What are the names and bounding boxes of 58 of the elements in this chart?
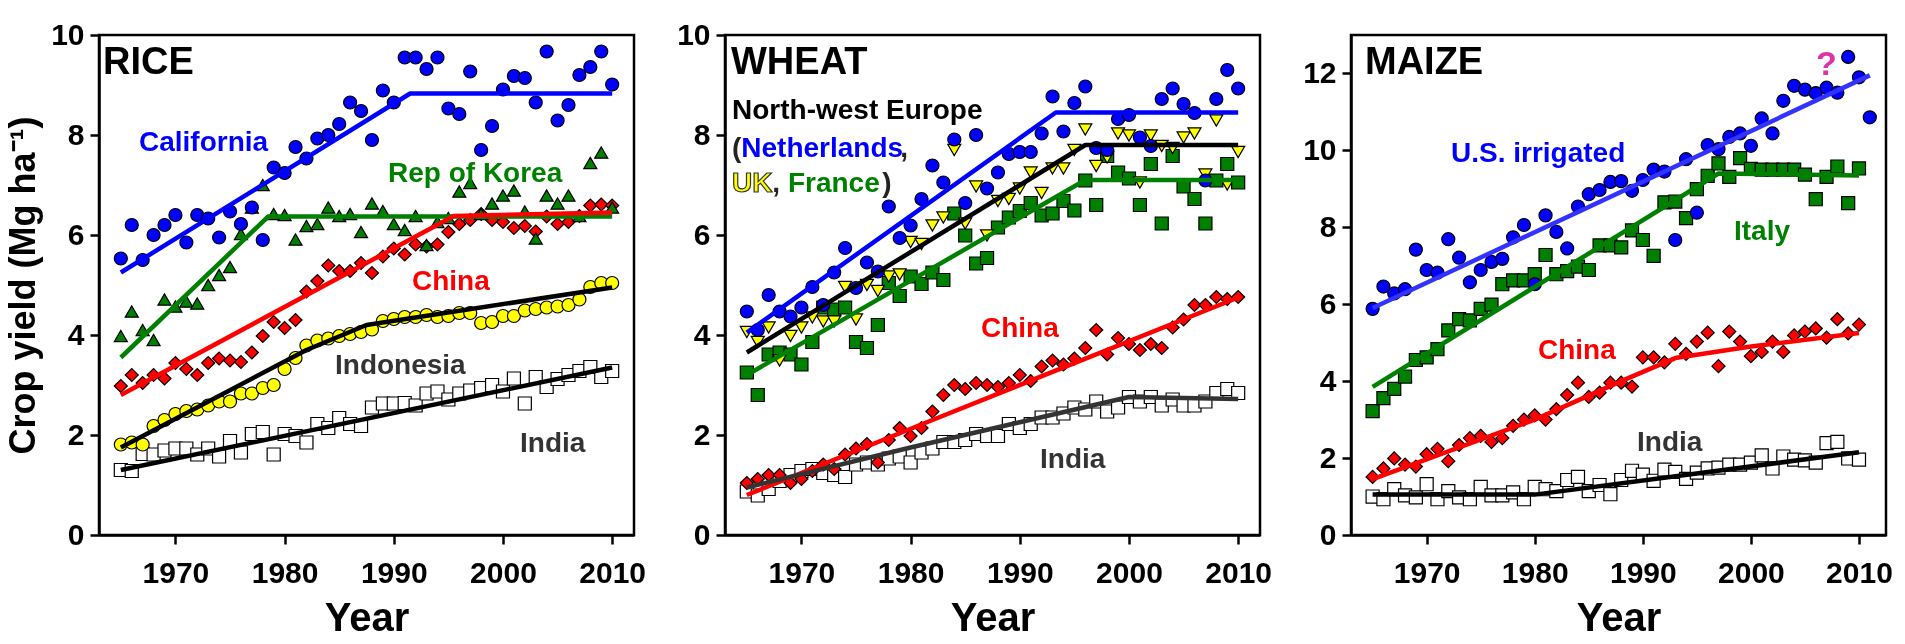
x-tick-label: 2000 <box>1096 555 1163 589</box>
y-tick-label: 4 <box>1319 363 1337 397</box>
y-tick-label: 2 <box>67 417 85 451</box>
x-tick-label: 1970 <box>768 555 836 589</box>
x-tick-label: 1970 <box>1393 555 1461 589</box>
series-label: India <box>520 427 586 458</box>
text: France <box>787 167 880 198</box>
chart-title: RICE <box>103 40 194 82</box>
annotation: ) <box>882 167 892 198</box>
chart-title: MAIZE <box>1365 40 1484 82</box>
x-tick-label: 2010 <box>1205 555 1273 589</box>
series-label: California <box>139 126 269 157</box>
x-tick-label: 1980 <box>251 555 319 589</box>
y-tick-label: 6 <box>1319 286 1337 320</box>
x-tick-label: 1980 <box>877 555 945 589</box>
x-tick-label: 2010 <box>579 555 647 589</box>
y-tick-label: 12 <box>1303 55 1337 89</box>
annotation: North-west Europe <box>732 94 983 125</box>
y-tick-label: 10 <box>51 17 85 51</box>
x-tick-label: 1990 <box>360 555 428 589</box>
series-label: India <box>1040 443 1106 474</box>
series-label: China <box>1538 334 1617 365</box>
y-tick-label: 4 <box>693 317 711 351</box>
y-tick-label: 10 <box>677 17 711 51</box>
x-tick-label: 1970 <box>142 555 210 589</box>
x-tick-label: 2010 <box>1826 555 1893 589</box>
series-label: India <box>1637 426 1703 457</box>
y-tick-label: 6 <box>67 217 85 251</box>
series-label: China <box>981 312 1060 343</box>
y-tick-label: 0 <box>693 517 711 551</box>
series-label: U.S. irrigated <box>1451 137 1626 168</box>
x-tick-label: 1980 <box>1501 555 1569 589</box>
annotation: ? <box>1816 44 1837 82</box>
series-label: Indonesia <box>335 349 467 380</box>
series-label: China <box>412 265 491 296</box>
x-tick-label: 2000 <box>470 555 537 589</box>
y-tick-label: 2 <box>1319 440 1337 474</box>
x-axis-title: Year <box>324 594 410 639</box>
annotation: , <box>772 167 781 198</box>
y-tick-label: 8 <box>693 117 711 151</box>
x-axis-title: Year <box>1576 594 1662 639</box>
y-tick-label: 8 <box>67 117 85 151</box>
x-tick-label: 1990 <box>1609 555 1677 589</box>
x-axis-title: Year <box>950 594 1036 639</box>
y-tick-label: 2 <box>693 417 711 451</box>
y-axis-title: Crop yield (Mg ha⁻¹) <box>2 116 44 455</box>
y-tick-label: 4 <box>67 317 85 351</box>
series-label: Rep of Korea <box>388 157 563 188</box>
y-tick-label: 0 <box>1319 517 1337 551</box>
y-tick-label: 8 <box>1319 209 1337 243</box>
chart-title: WHEAT <box>731 40 868 82</box>
series-label: Italy <box>1734 215 1791 246</box>
y-tick-label: 10 <box>1303 132 1337 166</box>
annotation: ( <box>732 132 742 163</box>
y-tick-label: 6 <box>693 217 711 251</box>
x-tick-label: 1990 <box>986 555 1054 589</box>
y-tick-label: 0 <box>67 517 85 551</box>
x-tick-label: 2000 <box>1718 555 1785 589</box>
